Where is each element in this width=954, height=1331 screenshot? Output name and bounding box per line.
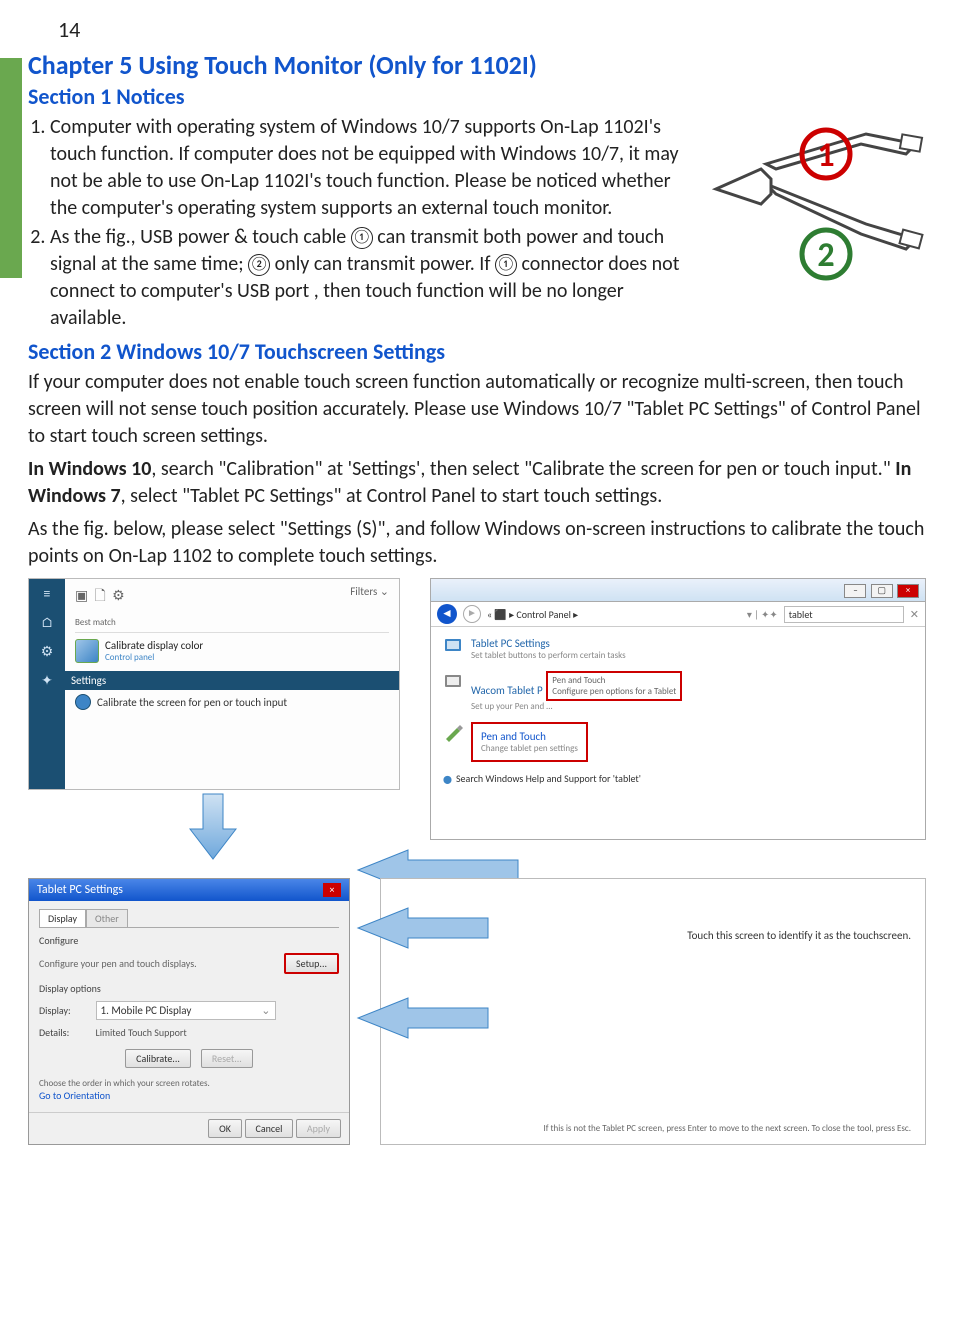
tps-orientation-link[interactable]: Go to Orientation — [39, 1089, 339, 1102]
tps-display-select[interactable]: 1. Mobile PC Display ⌄ — [96, 1001, 276, 1020]
section2-p2: In Windows 10, search "Calibration" at '… — [28, 456, 926, 510]
tps-reset-button[interactable]: Reset... — [201, 1049, 253, 1068]
max-button[interactable]: ▢ — [871, 584, 893, 598]
cp-item1-sub: Set tablet buttons to perform certain ta… — [471, 650, 626, 661]
fig-circle-2: 2 — [817, 235, 834, 276]
notice-2: As the fig., USB power & touch cable ① c… — [50, 224, 688, 332]
cp-item-tablet-pc[interactable]: Tablet PC Settings Set tablet buttons to… — [443, 637, 913, 661]
pen-touch-sub2: Change tablet pen settings — [481, 743, 578, 754]
notice-1: Computer with operating system of Window… — [50, 114, 688, 222]
wacom-icon — [443, 671, 463, 691]
pen-icon — [443, 722, 463, 742]
circle-1-inline: ① — [351, 227, 373, 249]
cp-item1-title: Tablet PC Settings — [471, 637, 626, 650]
search-help-link[interactable]: Search Windows Help and Support for 'tab… — [443, 772, 913, 785]
settings-subheader: Settings — [65, 671, 399, 690]
min-button[interactable]: – — [844, 584, 866, 598]
win10-search-panel: ≡ ⌂ ⚙ ✦ ▣ 🗋 ⚙ Filters ⌄ Best match — [28, 578, 400, 790]
tps-apply-button[interactable]: Apply — [296, 1119, 341, 1138]
tps-configure-text: Configure your pen and touch displays. — [39, 957, 276, 970]
section1-heading: Section 1 Notices — [28, 83, 926, 110]
tps-details-label: Details: — [39, 1026, 93, 1039]
gear-icon: ⚙ — [41, 643, 54, 660]
back-button[interactable]: ◄ — [437, 604, 457, 624]
filters-dropdown[interactable]: Filters ⌄ — [350, 585, 389, 598]
tps-display-options-hdr: Display options — [39, 982, 339, 995]
pen-touch-red-box: Pen and Touch Configure pen options for … — [546, 671, 682, 701]
page-number: 14 — [58, 16, 926, 43]
tps-tab-other[interactable]: Other — [86, 909, 128, 927]
folder-icon: ✦ — [41, 672, 53, 689]
circle-2-inline: ② — [248, 254, 270, 276]
clear-search-icon[interactable]: ✕ — [910, 608, 919, 621]
chapter-title: Chapter 5 Using Touch Monitor (Only for … — [28, 49, 926, 81]
search-sidebar: ≡ ⌂ ⚙ ✦ — [29, 579, 65, 789]
tps-order-text: Choose the order in which your screen ro… — [39, 1078, 339, 1089]
notice-2a: As the fig., USB power & touch cable — [50, 225, 351, 249]
home-icon: ⌂ — [41, 614, 53, 631]
gear-small-icon — [75, 694, 91, 710]
tps-calibrate-button[interactable]: Calibrate... — [125, 1049, 191, 1068]
tablet-pc-icon — [443, 637, 463, 657]
p2b: , search "Calibration" at 'Settings', th… — [151, 457, 895, 481]
tps-setup-button[interactable]: Setup... — [284, 953, 339, 974]
calibrate-color-icon — [75, 639, 99, 663]
tps-close-button[interactable]: × — [323, 883, 341, 897]
tps-display-label: Display: — [39, 1004, 93, 1017]
tps-tab-display[interactable]: Display — [39, 909, 86, 927]
calib-msg-2: If this is not the Tablet PC screen, pre… — [395, 1123, 911, 1134]
pen-touch-label: Pen and Touch — [552, 675, 605, 686]
section2-heading: Section 2 Windows 10/7 Touchscreen Setti… — [28, 338, 926, 365]
window-buttons[interactable]: – ▢ × — [842, 583, 919, 598]
calibrate-screen-result[interactable]: Calibrate the screen for pen or touch in… — [75, 694, 389, 710]
hamburger-icon: ≡ — [44, 585, 51, 602]
tablet-pc-settings-dialog: Tablet PC Settings × DisplayOther Config… — [28, 878, 350, 1145]
top-row-icons: ▣ 🗋 ⚙ — [75, 585, 389, 609]
notice-2c: only can transmit power. If — [270, 252, 495, 276]
cp-item-wacom[interactable]: Wacom Tablet P Pen and Touch Configure p… — [443, 671, 913, 712]
calibrate-color-title: Calibrate display color — [105, 639, 203, 652]
cp-item-pen-touch[interactable]: Pen and Touch Change tablet pen settings — [443, 722, 913, 762]
pen-connector-figure: 1 2 — [706, 114, 926, 314]
tps-ok-button[interactable]: OK — [208, 1119, 242, 1138]
tps-title-text: Tablet PC Settings — [37, 883, 123, 897]
calibrate-color-result[interactable]: Calibrate display color Control panel — [75, 639, 389, 663]
control-panel-window: – ▢ × ◄ ► « ⬛ ▸ Control Panel ▸ ▾ | ✦✦ t… — [430, 578, 926, 840]
section2-p3: As the fig. below, please select "Settin… — [28, 516, 926, 570]
close-button[interactable]: × — [897, 584, 919, 598]
section2-p1: If your computer does not enable touch s… — [28, 369, 926, 450]
tps-details-value: Limited Touch Support — [96, 1026, 187, 1039]
side-green-tab — [0, 58, 22, 278]
cp-item2-title: Wacom Tablet P — [471, 684, 543, 697]
breadcrumb[interactable]: « ⬛ ▸ Control Panel ▸ — [487, 608, 578, 621]
pen-touch-link: Pen and Touch — [481, 730, 578, 743]
p2d: , select "Tablet PC Settings" at Control… — [121, 484, 663, 508]
calibrate-color-sub: Control panel — [105, 652, 203, 663]
fwd-button[interactable]: ► — [463, 605, 481, 623]
best-match-label: Best match — [75, 617, 389, 628]
notice-1-text: Computer with operating system of Window… — [50, 115, 679, 220]
win10-bold: In Windows 10 — [28, 457, 151, 481]
down-arrow-icon — [188, 794, 238, 864]
cp-item2-sub3: Set up your Pen and … — [471, 701, 682, 712]
cp-search-input[interactable]: tablet — [784, 606, 904, 623]
calibrate-screen-text: Calibrate the screen for pen or touch in… — [97, 696, 287, 709]
left-arrows-stack — [358, 898, 488, 1098]
tps-cancel-button[interactable]: Cancel — [245, 1119, 294, 1138]
circle-1b-inline: ① — [495, 254, 517, 276]
pen-touch-sub: Configure pen options for a Tablet — [552, 686, 676, 697]
tps-configure-hdr: Configure — [39, 934, 339, 947]
fig-circle-1: 1 — [817, 135, 834, 176]
